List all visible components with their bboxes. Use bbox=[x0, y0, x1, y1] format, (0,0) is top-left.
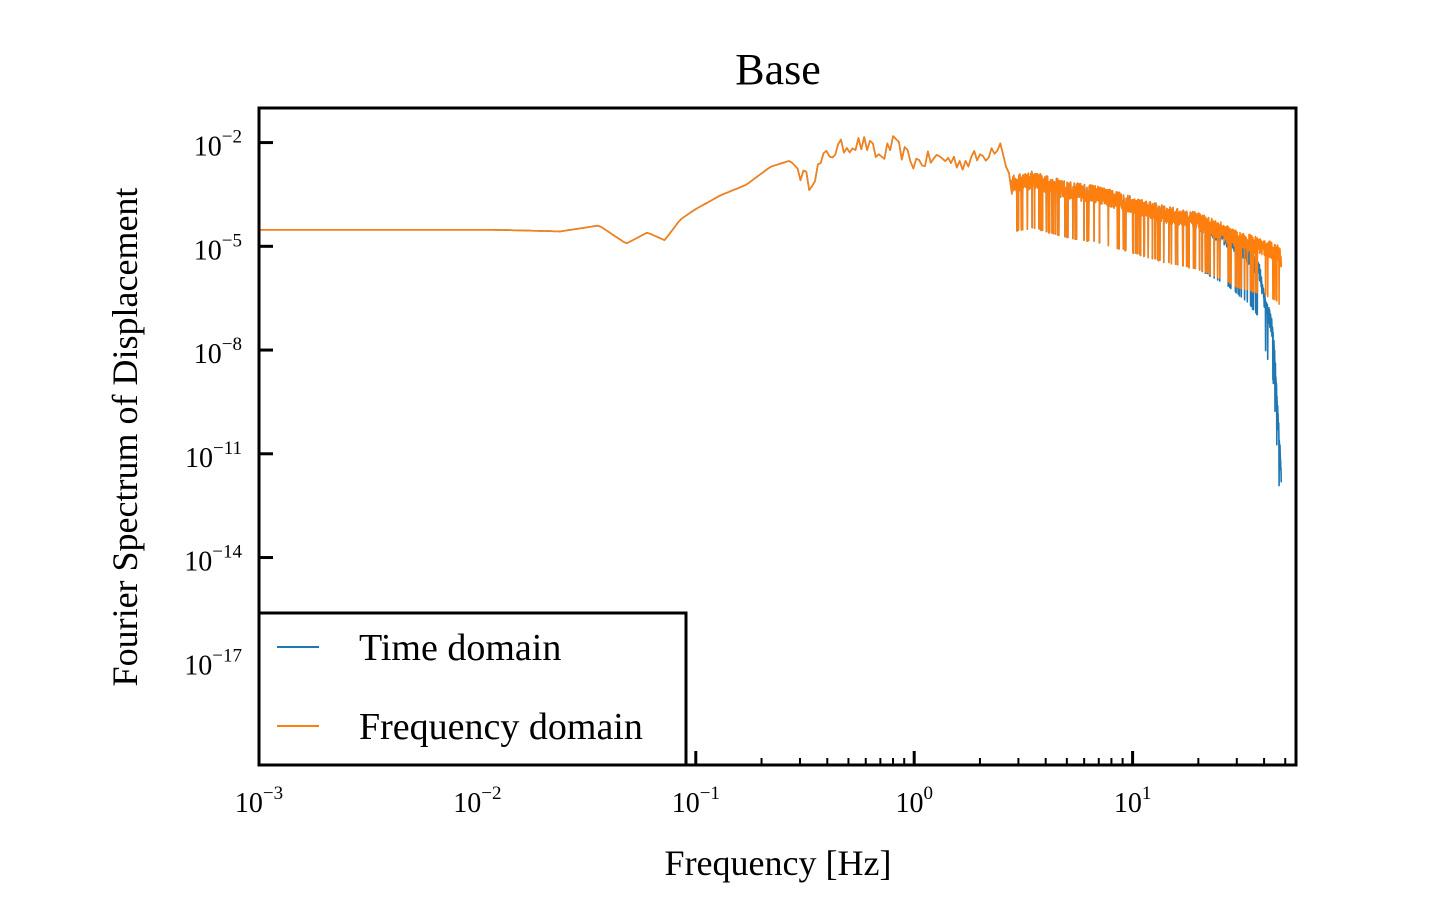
y-axis-label: Fourier Spectrum of Displacement bbox=[105, 188, 145, 687]
y-tick-label-5: 10−17 bbox=[184, 645, 242, 681]
y-tick-exp-0: −2 bbox=[222, 127, 242, 148]
x-axis-label: Frequency [Hz] bbox=[665, 843, 892, 883]
series-line-time-domain bbox=[259, 135, 1283, 487]
legend-label-frequency-domain: Frequency domain bbox=[359, 706, 643, 748]
x-tick-exp-2: −1 bbox=[700, 783, 720, 804]
x-tick-base-2: 10 bbox=[672, 788, 700, 819]
x-tick-label-1: 10−2 bbox=[453, 783, 501, 819]
x-tick-base-4: 10 bbox=[1114, 788, 1142, 819]
y-tick-exp-4: −14 bbox=[212, 542, 242, 563]
series-line-frequency-domain bbox=[259, 135, 1283, 305]
x-tick-exp-0: −3 bbox=[263, 783, 283, 804]
legend-box bbox=[257, 611, 688, 767]
y-tick-base-4: 10 bbox=[184, 547, 212, 578]
y-tick-label-1: 10−5 bbox=[194, 230, 242, 266]
legend-label-time-domain: Time domain bbox=[359, 627, 561, 669]
y-tick-exp-5: −17 bbox=[212, 645, 242, 666]
y-tick-base-2: 10 bbox=[194, 339, 222, 370]
x-tick-base-0: 10 bbox=[235, 788, 263, 819]
x-tick-exp-3: 0 bbox=[923, 783, 933, 804]
series-layer bbox=[259, 135, 1283, 487]
x-tick-exp-4: 1 bbox=[1142, 783, 1152, 804]
y-tick-label-0: 10−2 bbox=[194, 127, 242, 163]
y-tick-label-4: 10−14 bbox=[184, 542, 242, 578]
chart-title: Base bbox=[735, 45, 821, 94]
x-tick-base-1: 10 bbox=[453, 788, 481, 819]
y-tick-base-3: 10 bbox=[185, 443, 213, 474]
x-tick-label-0: 10−3 bbox=[235, 783, 283, 819]
y-tick-exp-2: −8 bbox=[222, 334, 242, 355]
y-tick-base-1: 10 bbox=[194, 235, 222, 266]
y-tick-label-2: 10−8 bbox=[194, 334, 242, 370]
x-tick-label-4: 101 bbox=[1114, 783, 1152, 819]
x-tick-label-2: 10−1 bbox=[672, 783, 720, 819]
x-tick-label-3: 100 bbox=[895, 783, 933, 819]
plot-frame bbox=[257, 106, 1298, 767]
legend: Time domain Frequency domain bbox=[257, 611, 688, 767]
x-tick-exp-1: −2 bbox=[481, 783, 501, 804]
y-tick-exp-3: −11 bbox=[213, 438, 242, 459]
y-tick-base-0: 10 bbox=[194, 132, 222, 163]
y-tick-base-5: 10 bbox=[184, 650, 212, 681]
y-tick-exp-1: −5 bbox=[222, 230, 242, 251]
x-tick-base-3: 10 bbox=[895, 788, 923, 819]
ticks-layer: 10−3 10−2 10−1 100 10110−210−510−810−1110−14… bbox=[184, 127, 1287, 819]
y-tick-label-3: 10−11 bbox=[185, 438, 242, 474]
